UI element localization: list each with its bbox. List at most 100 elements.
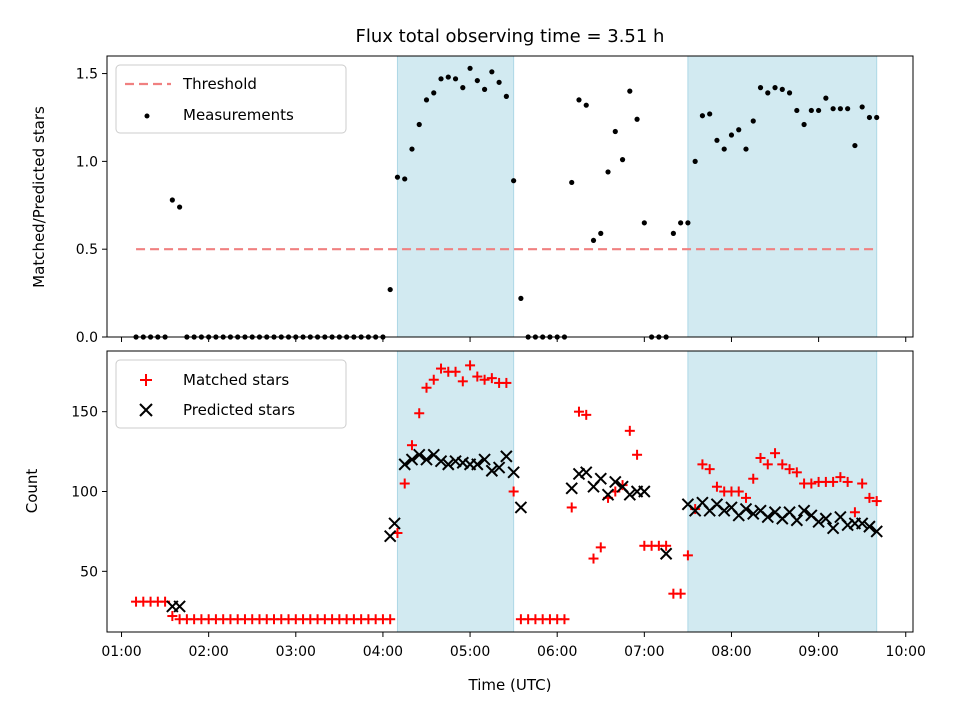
measurement-point [169, 197, 175, 203]
measurement-point [583, 102, 589, 108]
predicted-star-point [492, 461, 506, 474]
matched-star-point [406, 440, 417, 451]
measurement-point [641, 220, 647, 226]
shaded-interval-2 [687, 55, 878, 338]
predicted-star-point [761, 510, 774, 524]
top-ytick-label: 0.5 [76, 242, 98, 258]
measurement-point [743, 146, 749, 152]
measurement-point [634, 116, 640, 122]
measurement-point [823, 95, 829, 101]
measurement-point [460, 85, 466, 91]
matched-star-point [385, 614, 396, 625]
predicted-star-point [826, 522, 840, 535]
top-ytick-label: 1.5 [76, 67, 98, 83]
legend-threshold-label: Threshold [182, 75, 257, 93]
matched-star-point [472, 371, 483, 382]
matched-star-point [784, 464, 795, 475]
measurement-point [481, 86, 488, 92]
measurement-point [699, 113, 706, 119]
measurement-point [518, 295, 524, 301]
predicted-star-point [601, 488, 615, 501]
legend-measurements-label: Measurements [183, 106, 294, 124]
top-ylabel: Matched/Predicted stars [30, 106, 48, 288]
measurement-point [394, 174, 401, 180]
bottom-xtick-label: 01:00 [101, 644, 141, 660]
bottom-ytick-label: 150 [71, 405, 98, 421]
matched-star-point [835, 472, 846, 483]
matched-star-point [864, 492, 875, 503]
measurement-point [605, 169, 611, 175]
matched-star-point [436, 363, 447, 374]
matched-stars-points [131, 360, 882, 625]
measurement-point [830, 106, 836, 112]
predicted-star-point [797, 504, 811, 517]
matched-star-point [675, 588, 686, 599]
bottom-xtick-label: 09:00 [798, 644, 838, 660]
bottom-xtick-label: 05:00 [450, 644, 490, 660]
measurement-point [721, 146, 727, 152]
measurement-point [576, 97, 582, 103]
matched-star-point [661, 540, 672, 551]
measurement-point [728, 132, 735, 138]
predicted-star-point [572, 467, 586, 481]
measurement-point [866, 114, 873, 121]
measurement-point [750, 118, 756, 124]
measurement-point [874, 114, 880, 121]
matched-star-point [871, 496, 882, 507]
matched-star-point [501, 377, 512, 388]
predicted-star-point [747, 507, 760, 521]
top-axes-frame [106, 55, 914, 338]
measurement-point [590, 237, 597, 244]
bottom-ytick-label: 50 [80, 564, 98, 580]
measurement-point [402, 176, 408, 182]
top-ytick-label: 1.0 [76, 154, 98, 170]
predicted-star-point [485, 464, 499, 477]
matched-star-point [508, 486, 519, 497]
matched-star-point [588, 553, 599, 564]
measurement-point [416, 121, 422, 128]
measurement-point [852, 142, 858, 149]
measurement-point [409, 146, 415, 152]
predicted-star-point [841, 518, 854, 532]
predicted-star-point [638, 485, 651, 498]
top-panel: 0.0 0.5 1.0 1.5 Matched/Predicted stars Thr… [30, 55, 914, 346]
measurement-point [772, 85, 778, 91]
predicted-star-point [173, 600, 186, 613]
bottom-xtick-label: 08:00 [711, 644, 751, 660]
bottom-axes-frame [106, 350, 914, 633]
measurement-point [496, 79, 502, 85]
matched-star-point [566, 502, 577, 513]
legend-matched-label: Matched stars [183, 371, 289, 389]
measurement-point [859, 104, 865, 110]
matched-star-point [399, 478, 410, 489]
measurement-point [670, 230, 676, 236]
matched-star-point [428, 374, 439, 385]
predicted-stars-points [166, 448, 883, 613]
matched-star-point [479, 374, 490, 385]
measurement-point [757, 85, 764, 91]
legend-measurements-swatch [144, 113, 150, 119]
bottom-xlabel: Time (UTC) [468, 676, 552, 694]
predicted-star-point [609, 475, 622, 489]
bottom-xtick-label: 06:00 [537, 644, 577, 660]
matched-star-point [682, 550, 693, 561]
bottom-panel: 50 100 150 01:00 02:00 03:00 04:00 05:00 06:00 0… [23, 350, 926, 694]
matched-star-point [711, 481, 722, 492]
legend-matched-swatch [140, 374, 152, 386]
bottom-xtick-label: 03:00 [276, 644, 316, 660]
bottom-xtick-label: 02:00 [188, 644, 228, 660]
predicted-star-point [442, 458, 455, 471]
measurement-point [678, 220, 684, 226]
predicted-star-point [718, 504, 731, 517]
measurement-point [431, 90, 437, 96]
measurement-point [177, 204, 183, 210]
matched-star-point [704, 464, 715, 475]
measurement-point [387, 286, 393, 293]
bottom-xtick-label: 04:00 [363, 644, 403, 660]
top-legend: Threshold Measurements [115, 64, 347, 134]
matched-star-point [414, 408, 425, 419]
matched-star-point [573, 406, 584, 417]
matched-star-point [791, 467, 802, 478]
matched-star-point [777, 459, 788, 470]
predicted-star-point [383, 529, 397, 543]
